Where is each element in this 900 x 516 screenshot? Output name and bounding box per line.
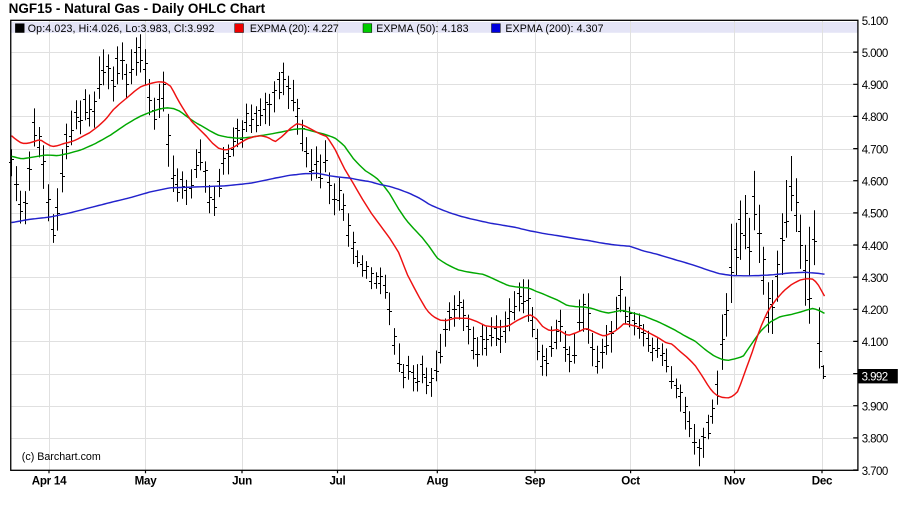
svg-text:4.200: 4.200 — [862, 305, 888, 317]
svg-text:5.000: 5.000 — [862, 48, 888, 60]
svg-text:4.600: 4.600 — [862, 177, 888, 189]
svg-text:4.900: 4.900 — [862, 80, 888, 92]
svg-text:3.800: 3.800 — [862, 434, 888, 446]
svg-text:NGF15 - Natural Gas - Daily OH: NGF15 - Natural Gas - Daily OHLC Chart — [9, 1, 266, 16]
svg-text:EXPMA (50): 4.183: EXPMA (50): 4.183 — [376, 23, 468, 35]
svg-text:4.800: 4.800 — [862, 112, 888, 124]
svg-text:4.300: 4.300 — [862, 273, 888, 285]
svg-text:4.700: 4.700 — [862, 144, 888, 156]
svg-text:Nov: Nov — [724, 474, 746, 487]
svg-text:3.992: 3.992 — [862, 371, 888, 383]
svg-text:Oct: Oct — [621, 474, 640, 487]
svg-text:Sep: Sep — [525, 474, 546, 487]
svg-text:EXPMA (200): 4.307: EXPMA (200): 4.307 — [505, 23, 603, 35]
svg-text:Jun: Jun — [232, 474, 252, 487]
svg-text:4.100: 4.100 — [862, 337, 888, 349]
svg-text:Aug: Aug — [426, 474, 448, 487]
svg-text:Apr 14: Apr 14 — [32, 474, 67, 487]
svg-text:(c) Barchart.com: (c) Barchart.com — [22, 451, 101, 463]
svg-text:EXPMA (20): 4.227: EXPMA (20): 4.227 — [250, 23, 339, 35]
svg-text:Op:4.023, Hi:4.026, Lo:3.983,: Op:4.023, Hi:4.026, Lo:3.983, Cl:3.992 — [28, 23, 215, 35]
svg-text:5.100: 5.100 — [862, 16, 888, 28]
svg-text:3.700: 3.700 — [862, 466, 888, 478]
svg-text:Dec: Dec — [812, 474, 833, 487]
svg-text:4.500: 4.500 — [862, 209, 888, 221]
svg-text:Jul: Jul — [329, 474, 345, 487]
svg-text:4.400: 4.400 — [862, 241, 888, 253]
svg-text:3.900: 3.900 — [862, 402, 888, 414]
svg-text:May: May — [135, 474, 158, 487]
